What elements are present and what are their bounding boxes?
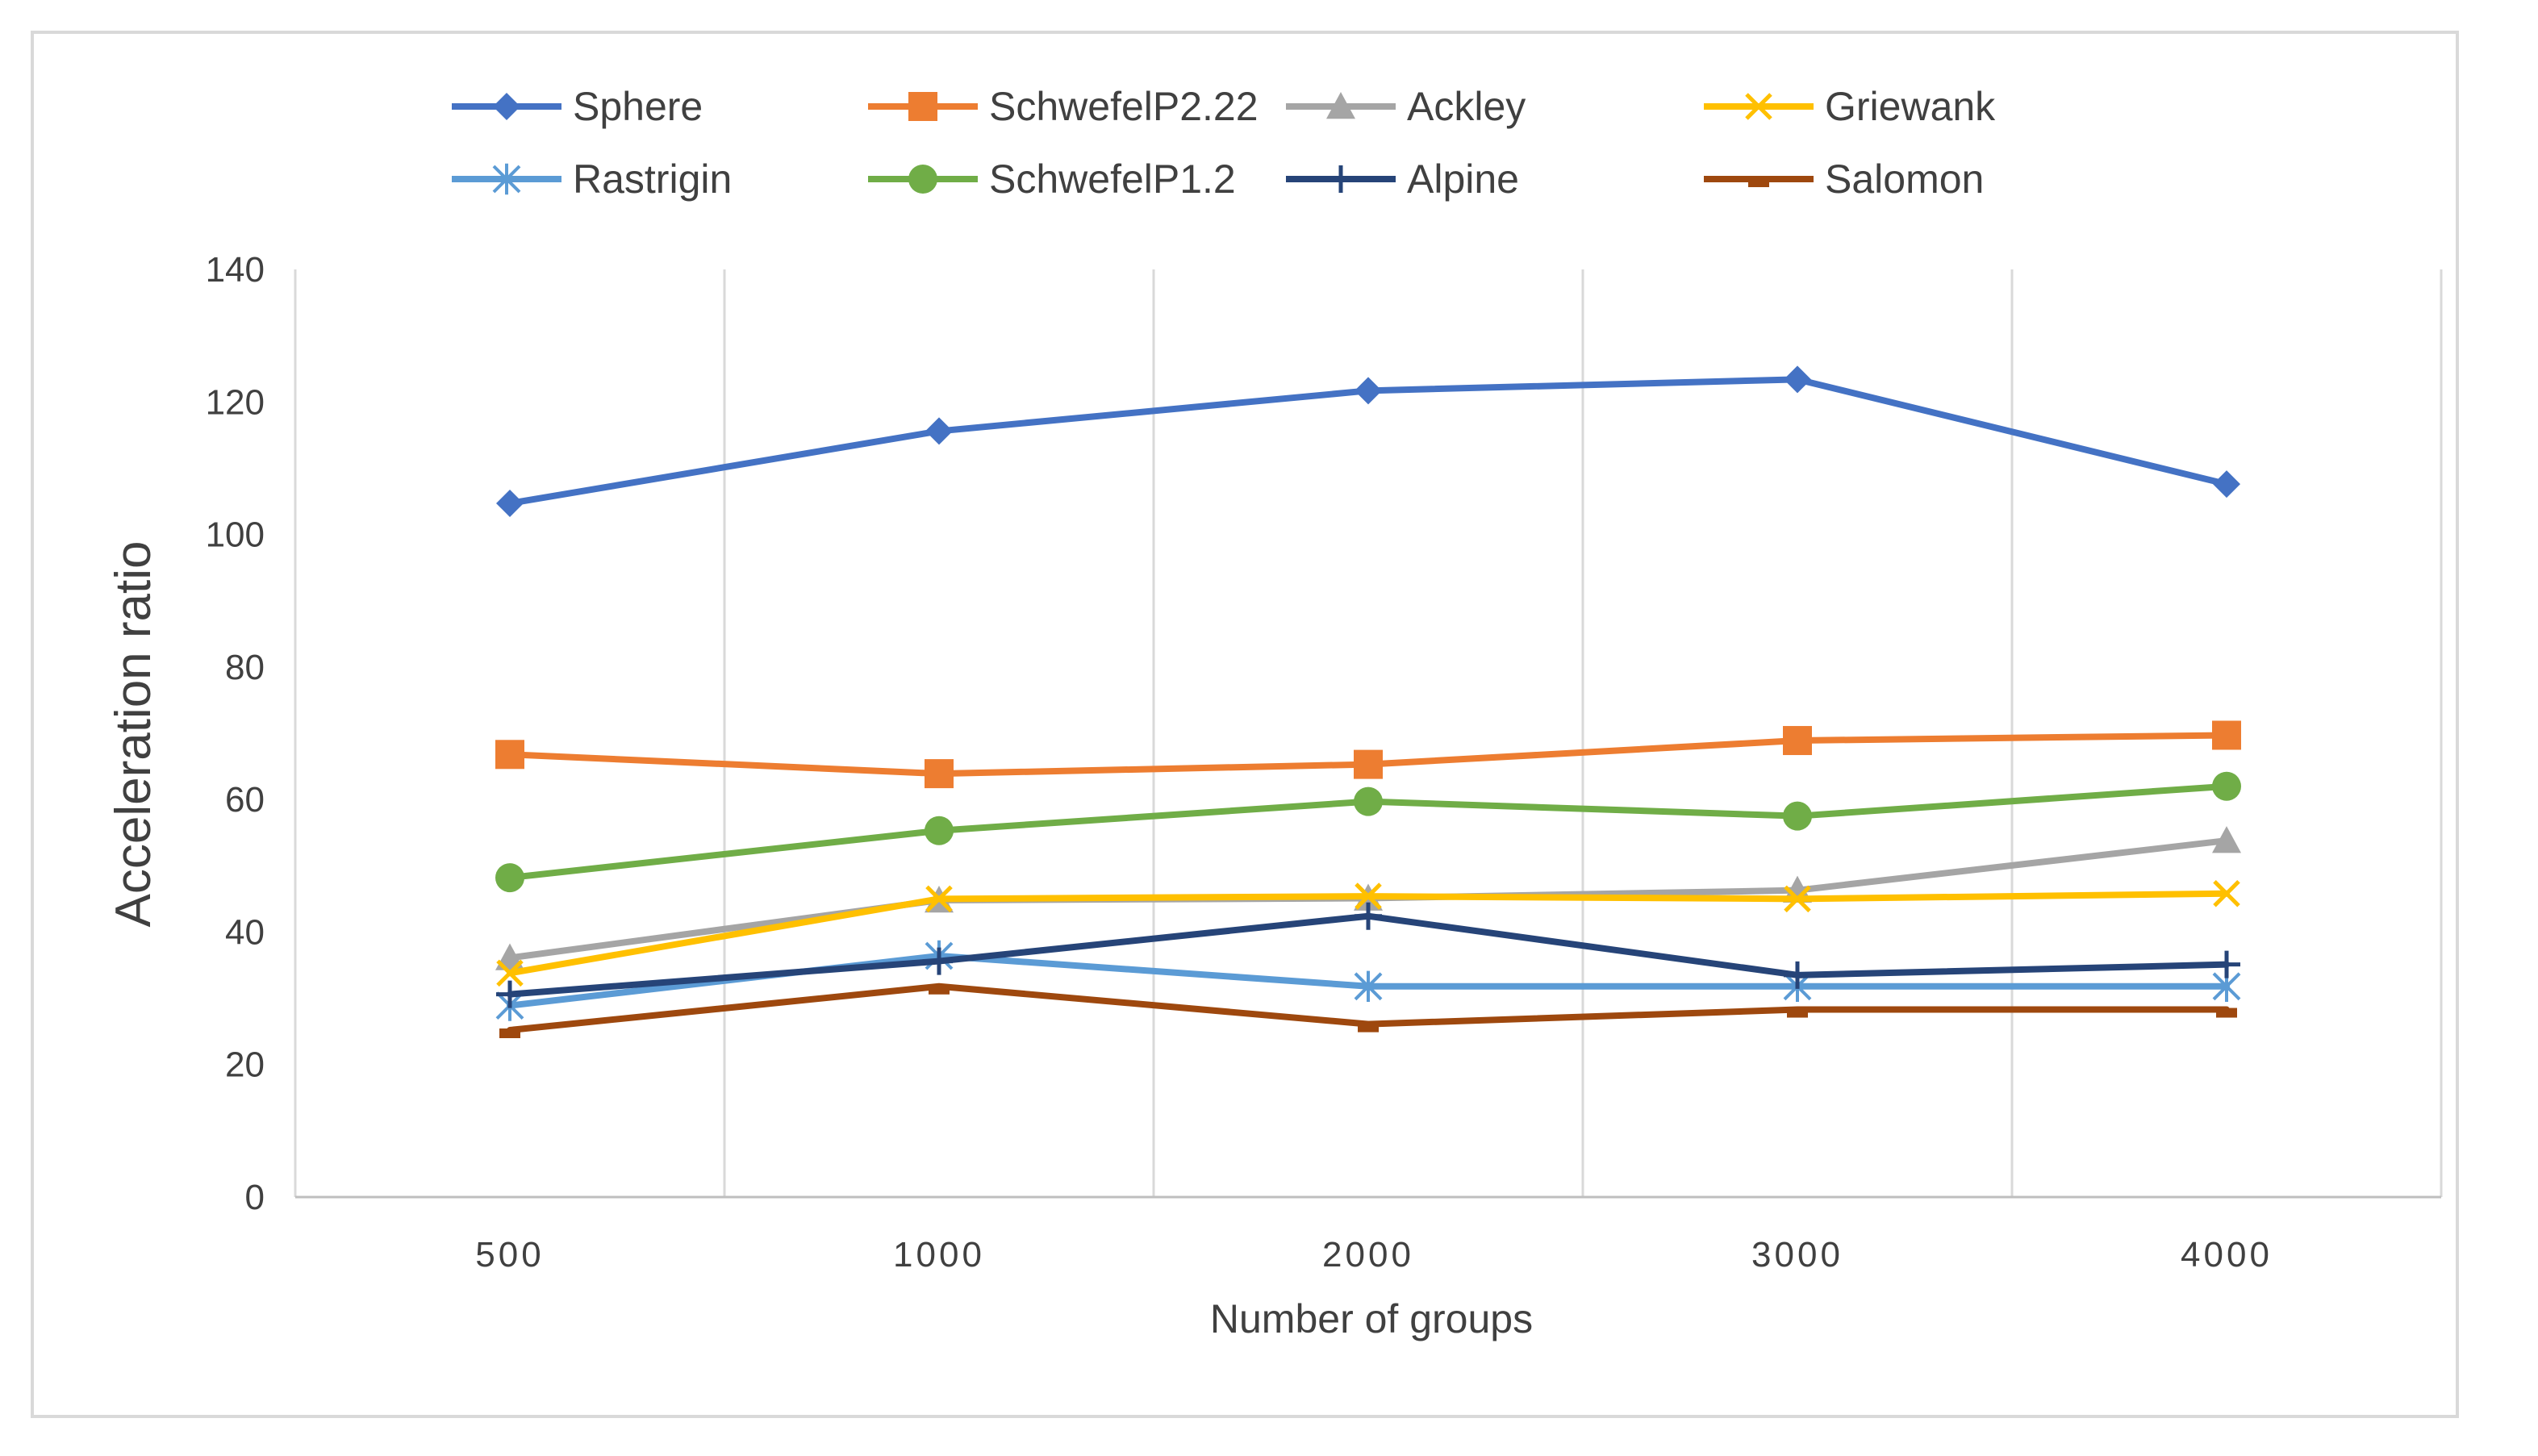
legend: Sphere SchwefelP2.22 Ackley Griewank Rastrig…	[452, 84, 1996, 202]
series-salomon	[499, 982, 2237, 1038]
legend-item: Alpine	[1286, 156, 1519, 202]
marker	[1354, 749, 1383, 779]
marker	[2216, 1008, 2237, 1018]
marker	[925, 759, 954, 789]
marker	[1748, 177, 1769, 187]
axes: 0 20 40 60 80 100 120 140 500 1000 2000 3000 4000	[206, 250, 2441, 1275]
y-tick-label: 80	[225, 648, 265, 687]
legend-label: Rastrigin	[573, 156, 732, 202]
legend-label: Salomon	[1825, 156, 1984, 202]
legend-label: Ackley	[1407, 84, 1526, 129]
chart-frame	[31, 31, 2459, 1418]
series-alpine	[496, 902, 2240, 1008]
marker	[493, 93, 520, 120]
marker	[1358, 1022, 1379, 1033]
x-tick-label: 1000	[893, 1235, 985, 1275]
marker	[496, 489, 524, 517]
marker	[495, 863, 524, 893]
x-tick-label: 500	[475, 1235, 544, 1275]
marker	[1355, 377, 1382, 405]
marker	[492, 163, 521, 195]
marker	[1784, 365, 1811, 394]
x-tick-label: 4000	[2181, 1235, 2273, 1275]
legend-item: Sphere	[452, 84, 703, 129]
y-tick-label: 0	[245, 1178, 265, 1217]
marker	[495, 740, 524, 770]
legend-item: Griewank	[1704, 84, 1996, 129]
legend-item: SchwefelP2.22	[868, 84, 1259, 129]
marker	[1326, 92, 1355, 119]
x-axis-title: Number of groups	[1210, 1296, 1533, 1341]
marker	[2212, 771, 2241, 801]
legend-label: SchwefelP1.2	[989, 156, 1236, 202]
marker	[496, 959, 524, 987]
marker	[925, 417, 953, 445]
y-tick-label: 40	[225, 912, 265, 952]
legend-label: Griewank	[1825, 84, 1996, 129]
marker	[1327, 165, 1355, 193]
marker	[1745, 93, 1772, 120]
y-tick-label: 60	[225, 780, 265, 820]
marker	[1354, 786, 1383, 816]
legend-label: Alpine	[1407, 156, 1519, 202]
marker	[1783, 801, 1812, 831]
y-tick-label: 140	[206, 250, 265, 290]
marker	[499, 1028, 520, 1038]
marker	[925, 885, 953, 913]
marker	[1783, 726, 1812, 756]
marker	[1784, 885, 1811, 913]
marker	[1787, 1008, 1808, 1018]
series-schwefelp2-22	[495, 720, 2241, 789]
x-tick-label: 3000	[1751, 1235, 1843, 1275]
marker	[929, 984, 950, 995]
series-lines	[495, 365, 2241, 1038]
y-axis-title: Acceleration ratio	[106, 540, 161, 927]
legend-item: Ackley	[1286, 84, 1526, 129]
marker	[925, 816, 954, 845]
marker	[2213, 950, 2240, 978]
marker	[908, 92, 937, 121]
y-tick-label: 20	[225, 1045, 265, 1085]
marker	[925, 947, 953, 975]
y-tick-label: 100	[206, 515, 265, 555]
marker	[1355, 902, 1382, 930]
series-griewank	[496, 880, 2240, 987]
series-sphere	[496, 365, 2240, 517]
gridlines	[294, 269, 2443, 1197]
marker	[2212, 826, 2241, 853]
marker	[1784, 961, 1811, 989]
legend-item: SchwefelP1.2	[868, 156, 1236, 202]
marker	[496, 980, 524, 1008]
marker	[2212, 720, 2241, 750]
marker	[2213, 880, 2240, 907]
series-schwefelp1-2	[495, 771, 2241, 893]
marker	[1354, 970, 1383, 1002]
x-tick-label: 2000	[1322, 1235, 1414, 1275]
legend-item: Rastrigin	[452, 156, 732, 202]
legend-label: SchwefelP2.22	[989, 84, 1259, 129]
y-tick-label: 120	[206, 382, 265, 422]
marker	[908, 165, 937, 194]
marker	[1355, 882, 1382, 910]
legend-label: Sphere	[573, 84, 703, 129]
legend-item: Salomon	[1704, 156, 1984, 202]
marker	[2213, 470, 2240, 499]
